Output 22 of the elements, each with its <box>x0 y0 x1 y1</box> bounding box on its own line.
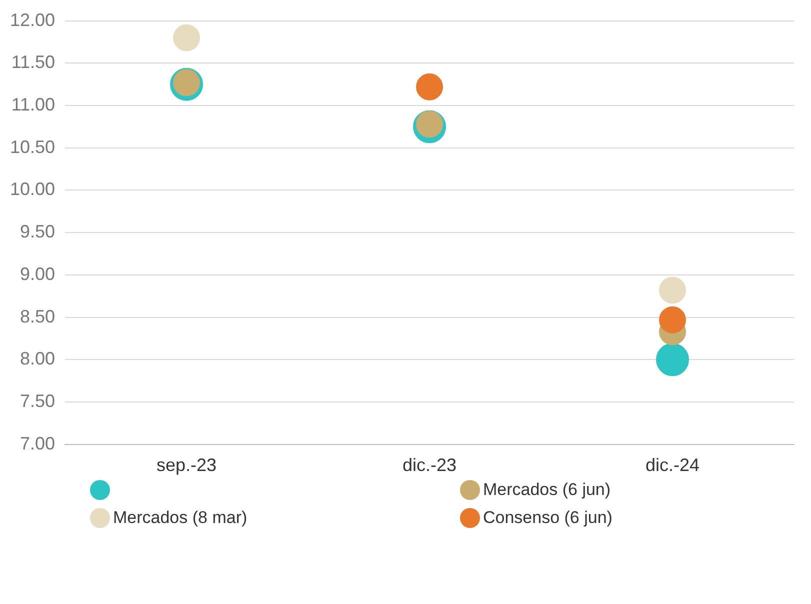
y-tick-label: 8.50 <box>20 306 56 326</box>
legend-label: Consenso (6 jun) <box>483 508 612 528</box>
y-tick-label: 8.00 <box>20 348 56 369</box>
point <box>659 276 686 304</box>
x-tick-label: dic.-24 <box>645 455 700 476</box>
x-tick-label: dic.-23 <box>402 455 457 476</box>
y-tick-label: 7.50 <box>20 391 56 412</box>
y-tick-label: 10.00 <box>10 179 56 200</box>
x-tick-label: sep.-23 <box>156 455 217 476</box>
y-tick-label: 12.00 <box>10 10 56 30</box>
point <box>659 306 686 334</box>
y-tick-label: 9.00 <box>20 264 56 284</box>
y-tick-label: 7.00 <box>20 433 56 454</box>
y-tick-label: 9.50 <box>20 222 56 242</box>
y-tick-label: 11.50 <box>11 52 56 72</box>
point <box>416 73 444 100</box>
point <box>656 343 690 376</box>
legend-label: Mercados (8 mar) <box>113 508 248 528</box>
y-tick-label: 10.50 <box>10 136 56 157</box>
legend-label: Mercados (6 jun) <box>483 480 611 500</box>
point <box>173 24 200 52</box>
y-tick-label: 11.00 <box>11 94 56 114</box>
